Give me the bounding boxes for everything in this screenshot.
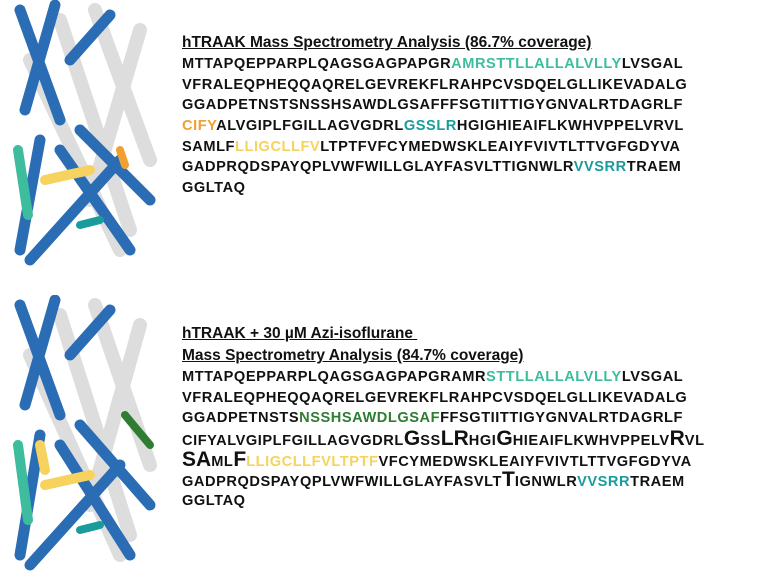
sequence-segment: LTPTFVFCYMEDWSKLEAIYFVIVTLTTVGFGDYVA bbox=[320, 138, 681, 155]
sequence-segment: F bbox=[233, 447, 247, 471]
sequence-line: MTTAPQEPPARPLQAGSGAGPAPGRAMRSTTLLALLALVL… bbox=[182, 54, 687, 75]
sequence-segment: FFSGTIITTIGYGNVALRTDAGRLF bbox=[440, 410, 683, 427]
sequence-line: GGADPETNSTSNSSHSAWDLGSAFFFSGTIITTIGYGNVA… bbox=[182, 408, 705, 429]
sequence-segment: G bbox=[496, 427, 513, 451]
sequence-segment: ALVGIPLFGILLAGVGDRL bbox=[216, 118, 404, 135]
sequence-line: GADPRQDSPAYQPLVWFWILLGLAYFASVLTTIGNWLRVV… bbox=[182, 157, 687, 178]
sequence-segment: VVSRR bbox=[573, 159, 627, 176]
sequence-line: GGLTAQ bbox=[182, 178, 687, 199]
sequence-segment: VFRALEQPHEQQAQRELGEVREKFLRAHPCVSDQELGLLI… bbox=[182, 389, 688, 406]
protein-structure bbox=[13, 295, 157, 571]
sequence-segment: HGI bbox=[468, 433, 497, 450]
sequence-segment: SA bbox=[182, 447, 212, 471]
sequence-segment: VFRALEQPHEQQAQRELGEVREKFLRAHPCVSDQELGLLI… bbox=[182, 76, 688, 93]
sequence-line: GADPRQDSPAYQPLVWFWILLGLAYFASVLTTIGNWLRVV… bbox=[182, 468, 705, 492]
sequence-line: CIFYALVGIPLFGILLAGVGDRLGSSLRHGIGHIEAIFLK… bbox=[182, 427, 705, 451]
sequence-segment: R bbox=[669, 427, 685, 451]
sequence-segment: SS bbox=[420, 433, 441, 450]
sequence-line: GGLTAQ bbox=[182, 491, 705, 512]
sequence-panel: hTRAAK Mass Spectrometry Analysis (86.7%… bbox=[182, 32, 687, 199]
sequence-segment: GGADPETNSTS bbox=[182, 410, 300, 427]
panel-title: hTRAAK Mass Spectrometry Analysis (86.7%… bbox=[182, 34, 592, 51]
sequence-segment: LLIGCLLFVLTPTF bbox=[246, 453, 379, 470]
sequence-line: VFRALEQPHEQQAQRELGEVREKFLRAHPCVSDQELGLLI… bbox=[182, 75, 687, 96]
sequence-segment: GGLTAQ bbox=[182, 180, 246, 197]
sequence-segment: MTTAPQEPPARPLQAGSGAGPAPGR bbox=[182, 56, 452, 72]
sequence-panel: hTRAAK + 30 µM Azi-isoflurane Mass Spect… bbox=[182, 323, 705, 512]
sequence-segment: NSSHSAWDLGSAF bbox=[299, 410, 441, 427]
sequence-line: GGADPETNSTSNSSHSAWDLGSAFFFSGTIITTIGYGNVA… bbox=[182, 95, 687, 116]
protein-structure bbox=[13, 0, 157, 266]
sequence-segment: MTTAPQEPPARPLQAGSGAGPAPGRAMR bbox=[182, 369, 487, 385]
sequence-segment: SAMLF bbox=[182, 138, 236, 155]
sequence-segment: CIFYALVGIPLFGILLAGVGDRL bbox=[182, 433, 404, 450]
sequence-segment: CIFY bbox=[182, 118, 217, 135]
sequence-segment: G bbox=[403, 427, 421, 451]
sequence-line: SAMLFLLIGCLLFVLTPTFVFCYMEDWSKLEAIYFVIVTL… bbox=[182, 447, 705, 471]
sequence-segment: LLIGCLLFV bbox=[235, 138, 321, 155]
panel-title: hTRAAK + 30 µM Azi-isoflurane bbox=[182, 325, 418, 342]
sequence-segment: TRAEM bbox=[630, 474, 685, 491]
sequence-segment: AMRSTTLLALLALVLLY bbox=[451, 56, 622, 72]
sequence-segment: VVSRR bbox=[577, 474, 631, 491]
sequence-segment: HIEAIFLKWHVPPELV bbox=[512, 433, 670, 450]
sequence-segment: TRAEM bbox=[626, 159, 682, 176]
sequence-segment: GSSLR bbox=[403, 118, 457, 135]
sequence-segment: LR bbox=[440, 427, 469, 451]
sequence-segment: LVSGAL bbox=[621, 56, 684, 72]
sequence-segment: IGNWLR bbox=[514, 474, 578, 491]
sequence-segment: LVSGAL bbox=[621, 369, 684, 385]
sequence-line: SAMLFLLIGCLLFVLTPTFVFCYMEDWSKLEAIYFVIVTL… bbox=[182, 137, 687, 158]
sequence-segment: GGLTAQ bbox=[182, 493, 246, 510]
sequence-segment: GGADPETNSTSNSSHSAWDLGSAFFFSGTIITTIGYGNVA… bbox=[182, 97, 683, 114]
sequence-segment: GADPRQDSPAYQPLVWFWILLGLAYFASVLTTIGNWLR bbox=[182, 159, 574, 176]
panel-title: Mass Spectrometry Analysis (84.7% covera… bbox=[182, 347, 524, 364]
sequence-segment: VFCYMEDWSKLEAIYFVIVTLTTVGFGDYVA bbox=[378, 453, 692, 470]
sequence-segment: T bbox=[502, 468, 515, 492]
sequence-segment: ML bbox=[211, 453, 234, 470]
sequence-line: CIFYALVGIPLFGILLAGVGDRLGSSLRHGIGHIEAIFLK… bbox=[182, 116, 687, 137]
sequence-line: VFRALEQPHEQQAQRELGEVREKFLRAHPCVSDQELGLLI… bbox=[182, 388, 705, 409]
sequence-segment: STTLLALLALVLLY bbox=[486, 369, 622, 385]
sequence-segment: VL bbox=[684, 433, 705, 450]
sequence-line: MTTAPQEPPARPLQAGSGAGPAPGRAMRSTTLLALLALVL… bbox=[182, 367, 705, 388]
sequence-segment: HGIGHIEAIFLKWHVPPELVRVL bbox=[456, 118, 684, 135]
sequence-segment: GADPRQDSPAYQPLVWFWILLGLAYFASVLT bbox=[182, 474, 503, 491]
